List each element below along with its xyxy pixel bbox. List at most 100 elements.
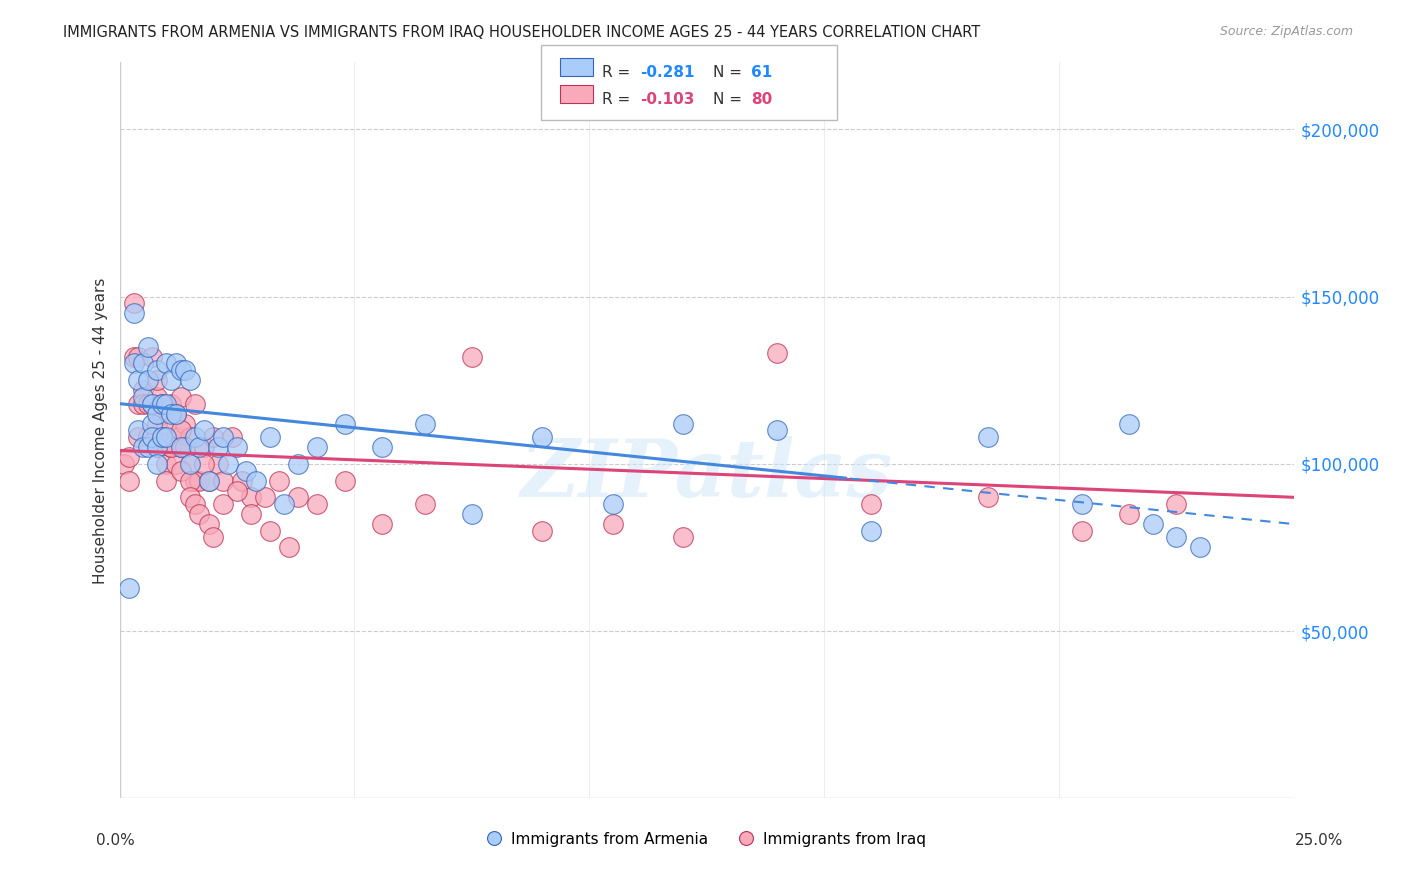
Point (193, 424, 215, 438)
Point (179, 457, 201, 471)
Point (254, 491, 277, 505)
Point (531, 524, 554, 538)
Point (127, 373, 149, 387)
Point (273, 497, 295, 511)
Point (165, 407, 187, 421)
Point (118, 450, 141, 464)
Point (188, 474, 211, 488)
Point (132, 440, 155, 454)
Point (977, 491, 1000, 505)
Point (766, 424, 789, 438)
Point (1164, 530, 1187, 544)
Point (672, 530, 695, 544)
Point (122, 350, 145, 364)
Point (460, 350, 484, 364)
Point (127, 350, 149, 364)
Point (225, 440, 249, 454)
Point (141, 396, 163, 410)
Point (188, 440, 211, 454)
Point (179, 457, 201, 471)
Point (146, 363, 169, 377)
Point (136, 340, 159, 354)
Point (136, 430, 159, 444)
Point (169, 464, 191, 478)
Point (221, 430, 243, 444)
Point (179, 373, 201, 387)
Point (287, 491, 309, 505)
Point (859, 524, 882, 538)
Text: -0.103: -0.103 (640, 92, 695, 107)
Point (150, 396, 173, 410)
Point (160, 396, 183, 410)
Point (231, 474, 253, 488)
Point (211, 497, 233, 511)
Point (122, 306, 145, 320)
Point (413, 497, 436, 511)
Point (188, 507, 211, 521)
Point (277, 541, 299, 555)
Point (118, 474, 141, 488)
Point (333, 474, 356, 488)
Point (165, 457, 187, 471)
Point (174, 363, 197, 377)
Point (155, 430, 177, 444)
Point (150, 430, 173, 444)
Point (155, 356, 177, 371)
Text: 0.0%: 0.0% (96, 833, 135, 847)
Point (197, 517, 219, 532)
Point (269, 474, 291, 488)
Point (1071, 497, 1094, 511)
Point (197, 474, 219, 488)
Legend: Immigrants from Armenia, Immigrants from Iraq: Immigrants from Armenia, Immigrants from… (481, 825, 932, 854)
Point (531, 430, 554, 444)
Point (150, 430, 173, 444)
Point (259, 430, 281, 444)
Point (225, 483, 249, 498)
Point (259, 524, 281, 538)
Point (333, 417, 356, 431)
Point (183, 497, 205, 511)
Text: N =: N = (713, 65, 747, 80)
Point (127, 396, 149, 410)
Point (127, 430, 149, 444)
Point (160, 373, 183, 387)
Point (169, 440, 191, 454)
Point (122, 356, 145, 371)
Point (141, 417, 163, 431)
Point (141, 430, 163, 444)
Text: ZIPatlas: ZIPatlas (520, 436, 893, 513)
Point (146, 407, 169, 421)
Point (141, 350, 163, 364)
Point (245, 474, 267, 488)
Point (160, 440, 183, 454)
Point (155, 396, 177, 410)
Point (859, 497, 882, 511)
Point (165, 430, 187, 444)
Point (1071, 524, 1094, 538)
Point (287, 457, 309, 471)
Point (174, 440, 197, 454)
Point (202, 430, 225, 444)
Point (127, 424, 149, 438)
Point (193, 457, 215, 471)
Point (150, 407, 173, 421)
Point (1118, 507, 1140, 521)
Point (141, 396, 163, 410)
Point (132, 390, 155, 404)
Point (122, 296, 145, 310)
Point (169, 424, 191, 438)
Text: -0.281: -0.281 (640, 65, 695, 80)
Point (179, 491, 201, 505)
Point (977, 430, 1000, 444)
Point (460, 507, 484, 521)
Text: R =: R = (602, 92, 636, 107)
Point (136, 440, 159, 454)
Point (197, 474, 219, 488)
Point (118, 581, 141, 595)
Point (155, 474, 177, 488)
Point (146, 373, 169, 387)
Point (183, 430, 205, 444)
Point (371, 440, 394, 454)
Point (202, 530, 225, 544)
Point (146, 440, 169, 454)
